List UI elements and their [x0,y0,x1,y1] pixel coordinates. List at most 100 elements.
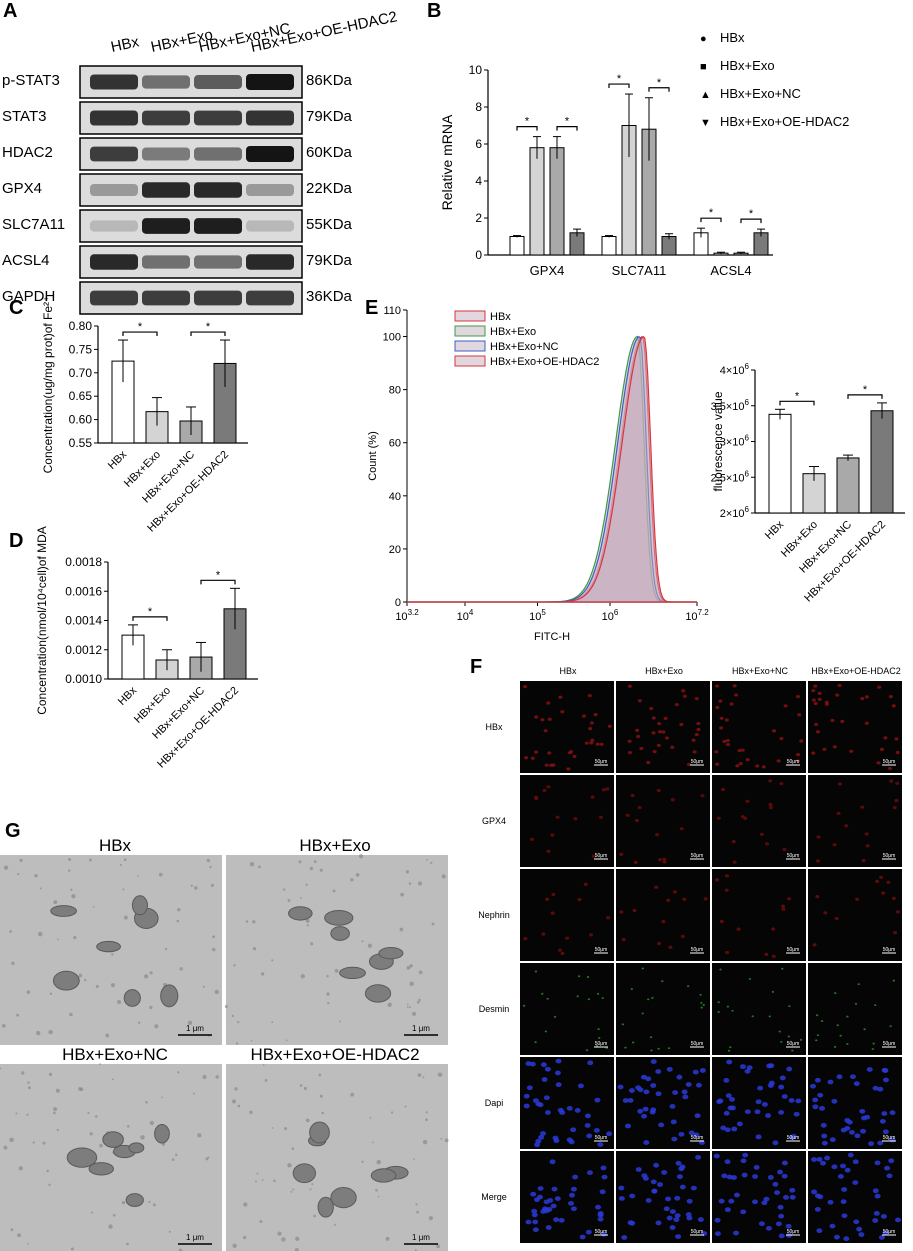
if-cell-dot [663,1206,670,1212]
if-cell-dot [891,704,896,708]
if-scale-label: 50μm [883,1135,896,1141]
if-cell-dot [596,992,600,995]
chart-b-significance-bracket [740,218,762,224]
chart-d-significance-bracket [132,616,168,621]
if-cell-dot [599,742,604,746]
chart-b-significance-bracket [608,83,630,89]
tem-texture-dot [112,1078,114,1081]
tem-texture-dot [256,1172,259,1175]
tem-image-tile [226,1064,448,1251]
if-cell-dot [787,897,792,901]
tem-mitochondrion [88,1162,114,1176]
if-cell-dot [861,859,866,863]
if-image-tile [712,775,806,867]
if-cell-dot [651,1188,658,1194]
if-cell-dot [765,1113,772,1118]
if-cell-dot [577,897,582,902]
if-cell-dot [717,1001,720,1004]
if-cell-dot [775,1221,782,1227]
chart-b-category-label: SLC7A11 [612,263,667,278]
if-cell-dot [670,745,675,749]
blot-band [90,146,138,162]
blot-band [90,74,138,90]
tem-mitochondrion [317,1196,334,1218]
if-cell-dot [745,799,750,803]
if-cell-dot [837,782,842,786]
if-cell-dot [534,795,539,799]
chart-e-bar-significance-star: * [863,384,868,396]
if-cell-dot [882,1077,889,1083]
if-cell-dot [657,942,662,946]
if-cell-dot [597,1212,604,1218]
if-cell-dot [627,684,632,688]
blot-band [246,146,294,162]
if-cell-dot [523,1103,530,1109]
if-cell-dot [734,1192,741,1198]
if-scale-label: 50μm [595,1229,608,1235]
if-cell-dot [891,896,896,901]
if-cell-dot [724,1127,731,1133]
if-cell-dot [685,1212,692,1217]
if-cell-dot [719,919,724,924]
if-cell-dot [666,1066,673,1072]
if-cell-dot [627,739,632,743]
if-cell-dot [759,832,764,836]
chart-b-significance-bracket [700,217,722,223]
if-cell-dot [812,943,817,947]
if-cell-dot [657,730,662,734]
if-cell-dot [755,1134,762,1140]
blot-size-label: 55KDa [306,216,353,233]
if-cell-dot [849,1074,856,1080]
if-cell-dot [724,1159,731,1165]
if-cell-dot [720,1125,727,1131]
if-cell-dot [888,1158,895,1164]
tem-texture-dot [69,1012,73,1017]
if-cell-dot [837,1173,844,1179]
if-cell-dot [768,805,773,810]
tem-texture-dot [20,1071,25,1075]
if-cell-dot [546,701,551,705]
if-cell-dot [875,879,880,884]
if-cell-dot [544,1110,551,1115]
blot-band [246,220,294,232]
if-scale-label: 50μm [691,947,704,953]
if-cell-dot [844,1117,851,1123]
if-cell-dot [667,1047,671,1050]
if-cell-dot [666,1215,673,1221]
panel-letter-b: B [427,0,442,22]
if-cell-dot [605,787,610,791]
chart-d-tick-label: 0.0010 [65,672,102,686]
if-cell-dot [739,1064,746,1070]
chart-b-legend-label: HBx+Exo+NC [720,86,801,101]
if-cell-dot [881,1067,888,1073]
if-cell-dot [793,1111,800,1117]
if-cell-dot [724,718,729,722]
if-cell-dot [597,1037,601,1039]
tem-texture-dot [211,947,216,952]
tem-texture-dot [48,1183,51,1186]
tem-texture-dot [177,908,181,912]
if-cell-dot [686,1215,693,1221]
tem-texture-dot [171,1158,175,1161]
tem-texture-dot [327,1001,330,1005]
blot-protein-label: GPX4 [2,180,42,197]
tem-texture-dot [291,1147,295,1150]
if-image-tile [616,775,710,867]
if-cell-dot [574,1108,581,1113]
if-cell-dot [833,1234,840,1240]
if-cell-dot [586,976,590,978]
blot-band [194,255,242,269]
tem-texture-dot [254,1180,257,1183]
tem-texture-dot [87,1111,90,1115]
if-cell-dot [560,951,565,956]
if-cell-dot [728,1198,735,1204]
chart-e-x-axis-label: FITC-H [534,631,570,643]
chart-e-legend-label: HBx+Exo [490,326,536,338]
if-cell-dot [864,695,869,699]
if-cell-dot [606,916,611,920]
tem-texture-dot [215,1075,219,1079]
chart-c-y-axis-label: Concentration(ug/mg prot)of Fe²⁺ [41,296,55,474]
if-row-label: Desmin [479,1004,510,1014]
if-column-label: HBx [559,666,577,676]
if-cell-dot [789,1135,796,1140]
